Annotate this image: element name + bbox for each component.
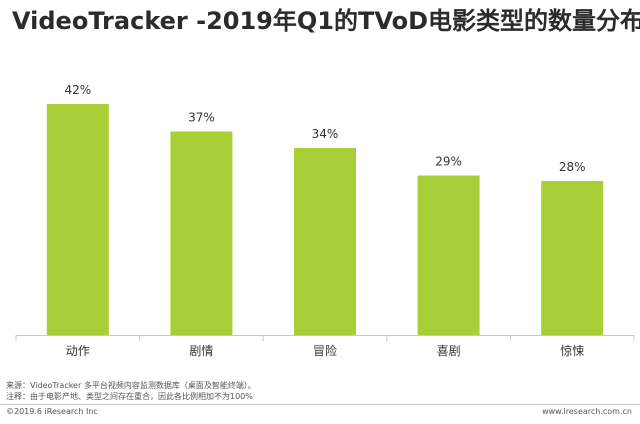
copyright-text: ©2019.6 iResearch Inc bbox=[6, 407, 98, 416]
remark-note: 注释：由于电影产地、类型之间存在重合，因此各比例相加不为100% bbox=[6, 392, 253, 401]
category-label-2: 剧情 bbox=[189, 344, 213, 358]
bar-5 bbox=[541, 181, 604, 335]
bar-1 bbox=[46, 104, 109, 335]
category-label-1: 动作 bbox=[66, 344, 90, 358]
data-label-5: 28% bbox=[559, 160, 586, 174]
x-axis-group bbox=[15, 335, 635, 341]
chart-title: VideoTracker -2019年Q1的TVoD电影类型的数量分布 bbox=[12, 7, 640, 35]
footer-divider bbox=[0, 404, 640, 405]
category-labels-group: 动作 剧情 冒险 喜剧 惊悚 bbox=[66, 343, 584, 358]
data-label-4: 29% bbox=[435, 155, 462, 169]
bar-2 bbox=[170, 131, 233, 335]
data-labels-group: 42% 37% 34% 29% 28% bbox=[64, 83, 585, 174]
website-text: www.iresearch.com.cn bbox=[542, 407, 632, 416]
bar-3 bbox=[294, 148, 356, 335]
category-label-5: 惊悚 bbox=[560, 343, 584, 358]
source-note: 来源：VideoTracker 多平台视频内容监测数据库（桌面及智能终端）。 bbox=[6, 381, 256, 390]
category-label-3: 冒险 bbox=[313, 343, 337, 358]
category-label-4: 喜剧 bbox=[437, 344, 461, 358]
bars-group bbox=[46, 104, 604, 335]
data-label-2: 37% bbox=[188, 111, 215, 125]
bar-4 bbox=[417, 175, 480, 335]
data-label-1: 42% bbox=[64, 83, 91, 97]
data-label-3: 34% bbox=[312, 127, 339, 141]
notes-block: 来源：VideoTracker 多平台视频内容监测数据库（桌面及智能终端）。 注… bbox=[6, 380, 256, 402]
